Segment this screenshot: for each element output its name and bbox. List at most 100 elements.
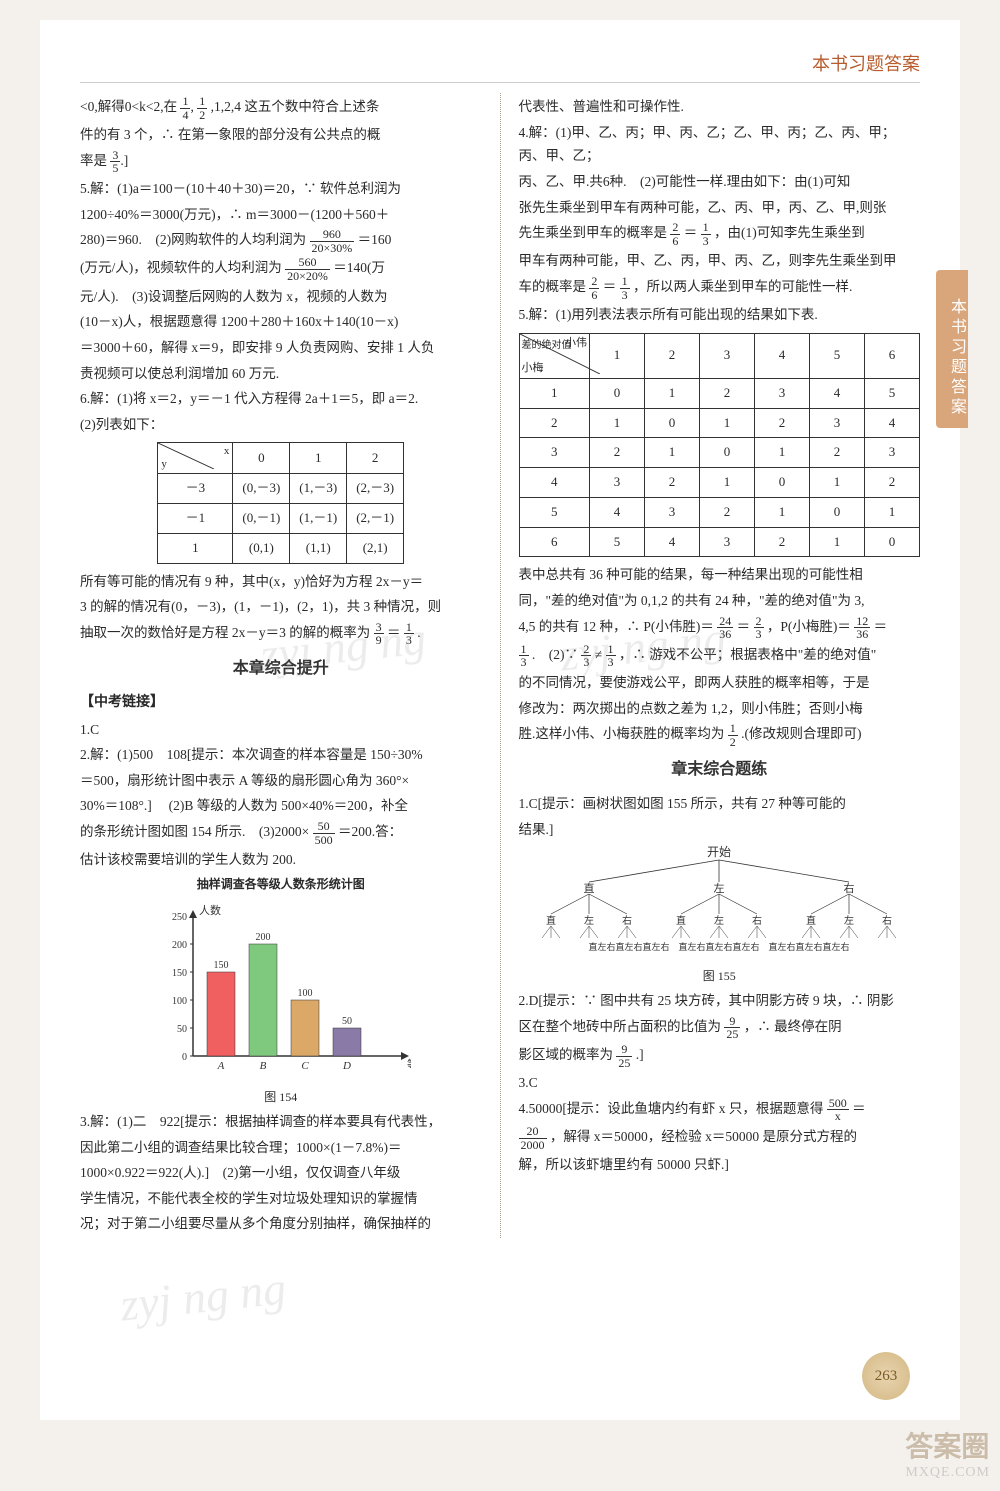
text: 3.解：(1)二 922[提示：根据抽样调查的样本要具有代表性， bbox=[80, 1110, 482, 1134]
svg-text:250: 250 bbox=[172, 912, 187, 923]
svg-text:直: 直 bbox=[584, 881, 595, 895]
svg-text:左: 左 bbox=[844, 914, 854, 927]
table-row: －1(0,－1)(1,－1)(2,－1) bbox=[158, 504, 404, 534]
text: 率是 35.] bbox=[80, 149, 482, 175]
chart-title: 抽样调查各等级人数条形统计图 bbox=[80, 874, 482, 895]
col-head: 1 bbox=[290, 443, 347, 474]
table-row: 6543210 bbox=[519, 527, 920, 557]
text: 学生情况，不能代表全校的学生对垃圾处理知识的掌握情 bbox=[80, 1187, 482, 1211]
table-row: －3(0,－3)(1,－3)(2,－3) bbox=[158, 474, 404, 504]
q6-line: (2)列表如下： bbox=[80, 413, 482, 437]
text: ＝500，扇形统计图中表示 A 等级的扇形圆心角为 360°× bbox=[80, 769, 482, 793]
column-separator bbox=[500, 93, 501, 1238]
text: 解，所以该虾塘里约有 50000 只虾.] bbox=[519, 1153, 921, 1177]
text: 影区域的概率为 925 .] bbox=[519, 1043, 921, 1069]
q5-line: (10－x)人，根据题意得 1200＋280＋160x＋140(10－x) bbox=[80, 310, 482, 334]
svg-text:B: B bbox=[259, 1060, 266, 1072]
q5-line: (万元/人)，视频软件的人均利润为 56020×20% ＝140(万 bbox=[80, 256, 482, 282]
q5-line: 280)＝960. (2)网购软件的人均利润为 96020×30% ＝160 bbox=[80, 228, 482, 254]
text: 202000 ，解得 x＝50000，经检验 x＝50000 是原分式方程的 bbox=[519, 1125, 921, 1151]
text: 2.解：(1)500 108[提示：本次调查的样本容量是 150÷30% bbox=[80, 743, 482, 767]
text: <0,解得0<k<2,在 14, 12 ,1,2,4 这五个数中符合上述条 bbox=[80, 95, 482, 121]
q6-line: 3 的解的情况有(0，－3)，(1，－1)，(2，1)，共 3 种情况，则 bbox=[80, 595, 482, 619]
right-column: 代表性、普遍性和可操作性. 4.解：(1)甲、乙、丙；甲、丙、乙；乙、甲、丙；乙… bbox=[519, 93, 921, 1238]
subhead: 【中考链接】 bbox=[80, 691, 482, 716]
svg-text:右: 右 bbox=[752, 914, 762, 927]
table-row: 2101234 bbox=[519, 408, 920, 438]
text: 4,5 的共有 12 种，∴ P(小伟胜)＝ 2436 ＝ 23 ，P(小梅胜)… bbox=[519, 615, 921, 641]
svg-text:右: 右 bbox=[882, 914, 892, 927]
text: 的不同情况，要使游戏公平，即两人获胜的概率相等，于是 bbox=[519, 671, 921, 695]
text: 区在整个地砖中所占面积的比值为 925 ，∴ 最终停在阴 bbox=[519, 1015, 921, 1041]
q6-line: 抽取一次的数恰好是方程 2x－y＝3 的解的概率为 39 ＝ 13 . bbox=[80, 621, 482, 647]
answer: 1.C bbox=[80, 718, 482, 742]
text: 1000×0.922＝922(人).] (2)第一小组，仅仅调查八年级 bbox=[80, 1161, 482, 1185]
svg-text:右: 右 bbox=[622, 914, 632, 927]
table-1: x y 0 1 2 －3(0,－3)(1,－3)(2,－3) －1(0,－1)(… bbox=[157, 442, 404, 563]
tree-caption: 图 155 bbox=[519, 966, 921, 987]
svg-text:左: 左 bbox=[714, 882, 725, 895]
text: 30%＝108°.] (2)B 等级的人数为 500×40%＝200，补全 bbox=[80, 794, 482, 818]
text: 5.解：(1)用列表法表示所有可能出现的结果如下表. bbox=[519, 303, 921, 327]
text: 件的有 3 个，∴ 在第一象限的部分没有公共点的概 bbox=[80, 123, 482, 147]
page: 本书习题答案 本书习题答案 zyj ng ng zyj ng ng zyj ng… bbox=[40, 20, 960, 1420]
table-row: 1012345 bbox=[519, 378, 920, 408]
table-row: 3210123 bbox=[519, 438, 920, 468]
chart-caption: 图 154 bbox=[80, 1087, 482, 1108]
text: 估计该校需要培训的学生人数为 200. bbox=[80, 848, 482, 872]
svg-text:右: 右 bbox=[844, 881, 855, 895]
text: 的条形统计图如图 154 所示. (3)2000× 50500 ＝200.答： bbox=[80, 820, 482, 846]
table-row: 4321012 bbox=[519, 468, 920, 498]
svg-text:100: 100 bbox=[172, 996, 187, 1007]
q5-line: ＝3000＋60，解得 x＝9，即安排 9 人负责网购、安排 1 人负 bbox=[80, 336, 482, 360]
svg-text:50: 50 bbox=[342, 1016, 352, 1027]
site-mark: MXQE.COM bbox=[905, 1465, 990, 1481]
col-head: 2 bbox=[347, 443, 404, 474]
diag-cell: x y bbox=[158, 443, 233, 474]
q5-line: 1200÷40%＝3000(万元)，∴ m＝3000－(1200＋560＋ bbox=[80, 203, 482, 227]
side-tab: 本书习题答案 bbox=[936, 270, 968, 428]
text: 车的概率是 26 ＝ 13 ，所以两人乘坐到甲车的可能性一样. bbox=[519, 275, 921, 301]
text: 4.50000[提示：设此鱼塘内约有虾 x 只，根据题意得 500x ＝ bbox=[519, 1097, 921, 1123]
text: 2.D[提示：∵ 图中共有 25 块方砖，其中阴影方砖 9 块，∴ 阴影 bbox=[519, 989, 921, 1013]
svg-text:50: 50 bbox=[177, 1024, 187, 1035]
text: 结果.] bbox=[519, 818, 921, 842]
text: 丙、乙、甲.共6种. (2)可能性一样.理由如下：由(1)可知 bbox=[519, 170, 921, 194]
watermark-2: zyj ng ng bbox=[118, 1261, 289, 1331]
svg-text:0: 0 bbox=[182, 1052, 187, 1063]
svg-text:直左右直左右直左右 直左右直左右直左右 直左右直左右直左右: 直左右直左右直左右 直左右直左右直左右 直左右直左右直左右 bbox=[589, 941, 850, 952]
section-heading: 本章综合提升 bbox=[80, 655, 482, 683]
svg-text:C: C bbox=[301, 1060, 309, 1072]
bar-chart: 抽样调查各等级人数条形统计图 人数等级050100150200250150A20… bbox=[80, 874, 482, 1108]
text: 先生乘坐到甲车的概率是 26 ＝ 13 ，由(1)可知李先生乘坐到 bbox=[519, 221, 921, 247]
svg-text:A: A bbox=[216, 1060, 224, 1072]
svg-text:100: 100 bbox=[297, 988, 312, 999]
diag-cell: 小伟 差的绝对值 小梅 bbox=[519, 333, 590, 378]
svg-text:左: 左 bbox=[714, 914, 724, 927]
text: 胜.这样小伟、小梅获胜的概率均为 12 .(修改规则合理即可) bbox=[519, 722, 921, 748]
text: 4.解：(1)甲、乙、丙；甲、丙、乙；乙、甲、丙；乙、丙、甲；丙、甲、乙； bbox=[519, 121, 921, 168]
header-title: 本书习题答案 bbox=[80, 50, 920, 83]
text: 因此第二小组的调查结果比较合理；1000×(1－7.8%)＝ bbox=[80, 1136, 482, 1160]
q6-line: 所有等可能的情况有 9 种，其中(x，y)恰好为方程 2x－y＝ bbox=[80, 570, 482, 594]
answer: 3.C bbox=[519, 1071, 921, 1095]
svg-text:150: 150 bbox=[172, 968, 187, 979]
text: 张先生乘坐到甲车有两种可能，乙、丙、甲，丙、乙、甲,则张 bbox=[519, 196, 921, 220]
svg-text:等级: 等级 bbox=[407, 1057, 411, 1071]
text: 况；对于第二小组要尽量从多个角度分别抽样，确保抽样的 bbox=[80, 1212, 482, 1236]
text: 甲车有两种可能，甲、乙、丙，甲、丙、乙，则李先生乘坐到甲 bbox=[519, 249, 921, 273]
q5-line: 元/人). (3)设调整后网购的人数为 x，视频的人数为 bbox=[80, 285, 482, 309]
q5-line: 责视频可以使总利润增加 60 万元. bbox=[80, 362, 482, 386]
tree-diagram: 开始直直左右左直左右右直左右直左右直左右直左右 直左右直左右直左右 直左右直左右… bbox=[519, 844, 921, 988]
columns: <0,解得0<k<2,在 14, 12 ,1,2,4 这五个数中符合上述条 件的… bbox=[80, 93, 920, 1238]
table-row: 5432101 bbox=[519, 497, 920, 527]
svg-text:左: 左 bbox=[584, 914, 594, 927]
bottom-watermark: 答案圈 MXQE.COM bbox=[905, 1425, 990, 1481]
q5-line: 5.解：(1)a＝100－(10＋40＋30)＝20，∵ 软件总利润为 bbox=[80, 177, 482, 201]
text: 修改为：两次掷出的点数之差为 1,2，则小伟胜；否则小梅 bbox=[519, 697, 921, 721]
brand-mark: 答案圈 bbox=[905, 1425, 990, 1465]
text: 表中总共有 36 种可能的结果，每一种结果出现的可能性相 bbox=[519, 563, 921, 587]
table-2: 小伟 差的绝对值 小梅 123456 1012345 2101234 32101… bbox=[519, 333, 921, 558]
svg-text:150: 150 bbox=[213, 960, 228, 971]
text: 1.C[提示：画树状图如图 155 所示，共有 27 种等可能的 bbox=[519, 792, 921, 816]
